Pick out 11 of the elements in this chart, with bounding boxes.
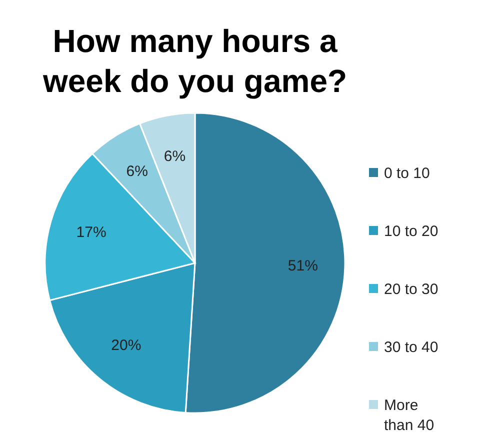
chart-title: How many hours a week do you game? bbox=[42, 23, 348, 99]
legend-label: 0 to 10 bbox=[384, 165, 430, 182]
legend-label: 20 to 30 bbox=[384, 281, 438, 298]
data-label: 6% bbox=[126, 162, 148, 180]
legend-label: 30 to 40 bbox=[384, 339, 438, 356]
data-label: 17% bbox=[76, 224, 106, 241]
data-label: 6% bbox=[164, 148, 186, 165]
data-label: 20% bbox=[111, 337, 142, 354]
legend-label: 10 to 20 bbox=[384, 223, 438, 240]
legend-label: More than 40 bbox=[384, 397, 434, 434]
data-label: 51% bbox=[288, 257, 318, 274]
